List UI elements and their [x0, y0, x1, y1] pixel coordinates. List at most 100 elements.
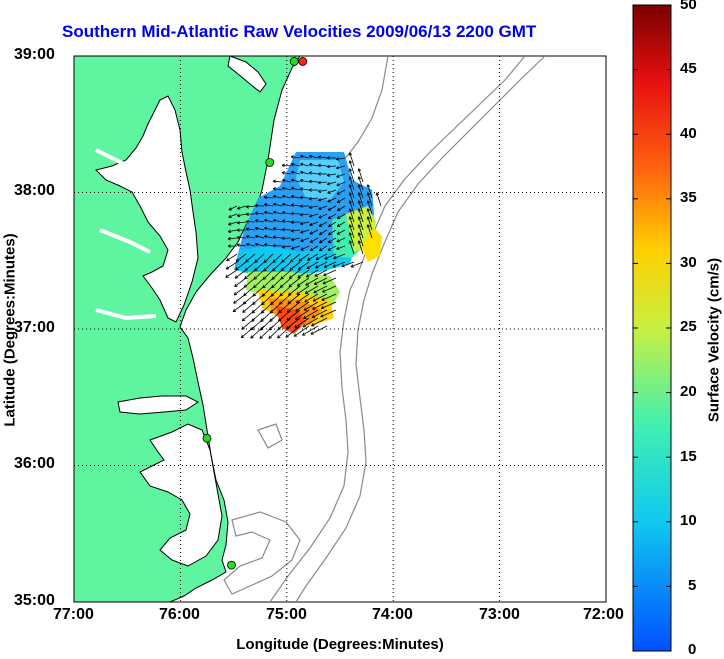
velocity-arrowhead	[264, 210, 268, 213]
velocity-arrowhead	[281, 219, 286, 222]
velocity-arrow	[241, 309, 256, 322]
stations	[202, 57, 308, 570]
velocity-arrow	[317, 181, 328, 184]
velocity-arrowhead	[272, 269, 276, 272]
velocity-arrow	[288, 285, 301, 296]
velocity-arrowhead	[291, 162, 295, 165]
velocity-arrowhead	[358, 192, 362, 196]
velocity-arrow	[328, 237, 337, 243]
velocity-arrowhead	[281, 163, 285, 166]
velocity-arrow	[297, 277, 310, 287]
velocity-arrowhead	[235, 266, 238, 270]
velocity-arrowhead	[315, 265, 318, 269]
velocity-arrowhead	[327, 247, 331, 251]
velocity-arrow	[286, 317, 301, 330]
velocity-arrowhead	[308, 180, 312, 184]
velocity-arrowhead	[358, 176, 362, 180]
velocity-arrowhead	[299, 179, 303, 183]
velocity-arrowhead	[335, 159, 340, 161]
colorbar-ticks	[633, 69, 671, 587]
velocity-arrowhead	[263, 235, 267, 239]
velocity-arrow	[318, 213, 328, 219]
y-tick: 36:00	[14, 455, 55, 472]
velocity-arrow	[358, 200, 364, 215]
velocity-arrowhead	[348, 216, 351, 220]
velocity-arrowhead	[240, 334, 243, 338]
velocity-arrowhead	[300, 178, 304, 181]
velocity-arrowhead	[349, 224, 353, 228]
velocity-arrow	[287, 301, 301, 313]
velocity-arrow	[263, 253, 274, 263]
velocity-arrow	[367, 200, 373, 215]
velocity-arrowhead	[320, 305, 324, 309]
velocity-arrowhead	[336, 167, 340, 170]
velocity-arrow	[337, 213, 346, 220]
velocity-arrowhead	[291, 239, 295, 242]
velocity-arrowhead	[367, 200, 371, 204]
velocity-arrow	[264, 204, 274, 207]
velocity-arrowhead	[308, 188, 312, 191]
velocity-arrowhead	[315, 256, 319, 260]
velocity-arrow	[255, 212, 265, 215]
velocity-arrow	[323, 269, 337, 276]
velocity-arrowhead	[291, 195, 295, 197]
velocity-arrowhead	[254, 269, 258, 272]
velocity-arrowhead	[263, 219, 267, 223]
velocity-arrow	[285, 325, 301, 338]
velocity-arrow	[262, 269, 274, 280]
velocity-arrowhead	[310, 331, 313, 335]
velocity-arrowhead	[254, 259, 257, 263]
velocity-arrow	[291, 156, 301, 159]
velocity-arrowhead	[285, 336, 289, 338]
velocity-arrowhead	[318, 247, 322, 251]
velocity-arrowhead	[304, 299, 307, 303]
velocity-arrowhead	[348, 192, 351, 196]
velocity-arrowhead	[349, 232, 353, 236]
bathymetry-contours	[223, 56, 546, 602]
velocity-arrowhead	[317, 155, 322, 157]
velocity-arrow	[264, 211, 274, 215]
velocity-arrowhead	[321, 297, 324, 301]
velocity-arrowhead	[308, 198, 312, 201]
velocity-arrowhead	[242, 309, 245, 313]
velocity-arrowhead	[281, 179, 285, 183]
velocity-arrowhead	[245, 221, 249, 224]
velocity-arrowhead	[348, 232, 351, 236]
velocity-arrowhead	[308, 155, 312, 159]
velocity-arrowhead	[263, 211, 267, 215]
green-station-4	[227, 560, 236, 570]
velocity-arrow	[291, 187, 301, 191]
velocity-arrow	[289, 261, 301, 271]
velocity-arrowhead	[285, 325, 288, 330]
velocity-arrowhead	[336, 165, 339, 169]
velocity-arrowhead	[262, 295, 266, 297]
velocity-arrowhead	[318, 191, 322, 193]
velocity-arrow	[311, 309, 328, 318]
velocity-arrowhead	[253, 278, 258, 280]
velocity-arrowhead	[306, 265, 309, 269]
velocity-arrowhead	[242, 319, 246, 322]
velocity-arrowhead	[263, 269, 267, 272]
velocity-arrowhead	[285, 334, 288, 338]
velocity-arrowhead	[241, 317, 244, 322]
colorbar-tick: 45	[680, 60, 697, 77]
velocity-arrowhead	[336, 207, 340, 211]
velocity-arrow	[291, 204, 301, 207]
velocity-arrowhead	[245, 219, 249, 222]
velocity-arrowhead	[234, 275, 237, 279]
velocity-arrow	[300, 229, 310, 234]
velocity-arrowhead	[254, 261, 258, 263]
velocity-arrowhead	[272, 261, 277, 263]
velocity-arrowhead	[281, 187, 285, 191]
y-axis-label: Latitude (Degrees:Minutes)	[1, 233, 19, 427]
velocity-arrowhead	[299, 163, 303, 167]
velocity-arrowhead	[357, 168, 360, 172]
velocity-arrow	[349, 168, 355, 183]
velocity-arrowhead	[327, 215, 331, 219]
velocity-arrow	[327, 173, 337, 176]
velocity-arrowhead	[309, 162, 313, 165]
velocity-arrowhead	[246, 242, 250, 245]
velocity-arrow	[282, 179, 292, 183]
velocity-arrow	[300, 245, 310, 251]
velocity-arrowhead	[290, 179, 294, 183]
